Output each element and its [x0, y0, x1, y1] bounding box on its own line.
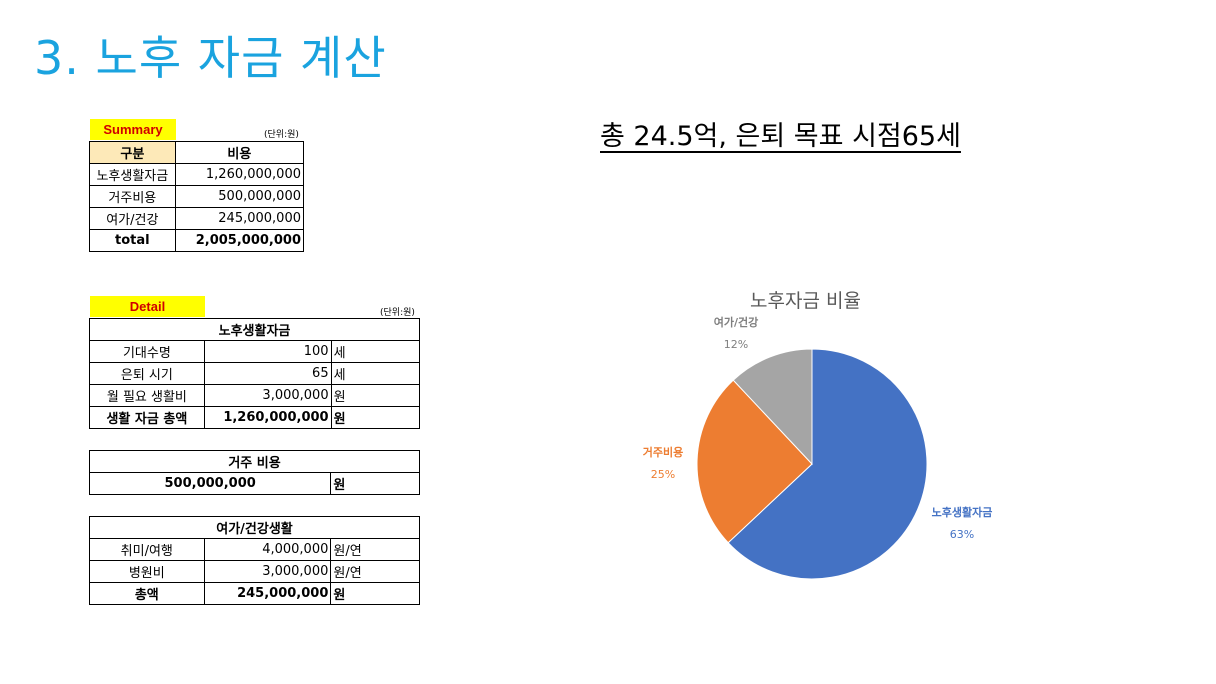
summary-total-value: 2,005,000,000	[174, 229, 305, 252]
living-total-value: 1,260,000,000	[203, 406, 332, 429]
leisure-unit: 원/연	[330, 560, 420, 583]
housing-value-row: 500,000,000 원	[88, 472, 420, 495]
summary-value: 1,260,000,000	[174, 163, 305, 186]
living-unit: 세	[330, 362, 421, 385]
table-row: 병원비 3,000,000 원/연	[89, 560, 420, 583]
summary-label: 여가/건강	[89, 207, 176, 230]
leisure-title: 여가/건강생활	[89, 516, 420, 539]
summary-total-label: total	[89, 229, 176, 252]
housing-unit: 원	[330, 472, 420, 495]
housing-title-row: 거주 비용	[89, 450, 420, 473]
leisure-label: 병원비	[89, 560, 205, 583]
table-row: 월 필요 생활비 3,000,000 원	[89, 384, 421, 407]
living-label: 은퇴 시기	[89, 362, 205, 385]
leisure-total-value: 245,000,000	[203, 582, 332, 605]
summary-tag: Summary	[90, 119, 176, 140]
summary-total-row: total 2,005,000,000	[89, 229, 305, 252]
pie-category-label: 여가/건강	[714, 315, 759, 329]
leisure-title-row: 여가/건강생활	[89, 516, 420, 539]
slide-title: 3. 노후 자금 계산	[34, 31, 387, 85]
headline: 총 24.5억, 은퇴 목표 시점65세	[600, 121, 961, 152]
housing-value: 500,000,000	[88, 472, 332, 495]
living-label: 기대수명	[89, 340, 205, 363]
leisure-total-row: 총액 245,000,000 원	[89, 582, 420, 605]
living-value: 65	[203, 362, 332, 385]
table-row: 노후생활자금 1,260,000,000	[89, 163, 305, 186]
living-cost-table: 노후생활자금 기대수명 100 세 은퇴 시기 65 세 월 필요 생활비 3,…	[89, 318, 421, 429]
living-value: 3,000,000	[203, 384, 332, 407]
living-total-row: 생활 자금 총액 1,260,000,000 원	[89, 406, 421, 429]
housing-title: 거주 비용	[89, 450, 420, 473]
table-row: 취미/여행 4,000,000 원/연	[89, 538, 420, 561]
leisure-value: 4,000,000	[203, 538, 332, 561]
detail-unit: (단위:원)	[380, 308, 415, 318]
pie-slice-1	[727, 348, 928, 580]
living-unit: 원	[330, 384, 421, 407]
pie-percent-label: 12%	[724, 338, 748, 351]
summary-table: 구분 비용 노후생활자금 1,260,000,000 거주비용 500,000,…	[89, 141, 305, 252]
housing-cost-table: 거주 비용 500,000,000 원	[88, 450, 420, 495]
leisure-unit: 원/연	[330, 538, 420, 561]
table-row: 은퇴 시기 65 세	[89, 362, 421, 385]
pie-category-label: 거주비용	[643, 445, 683, 459]
detail-tag: Detail	[90, 296, 205, 317]
summary-header-category: 구분	[89, 141, 176, 164]
summary-unit: (단위:원)	[264, 130, 299, 140]
living-value: 100	[203, 340, 332, 363]
living-label: 월 필요 생활비	[89, 384, 205, 407]
summary-value: 500,000,000	[174, 185, 305, 208]
living-total-unit: 원	[330, 406, 421, 429]
table-row: 여가/건강 245,000,000	[89, 207, 305, 230]
pie-slice-2	[696, 379, 813, 544]
pie-percent-label: 25%	[651, 468, 675, 481]
pie-slice-3	[732, 348, 813, 466]
summary-header-row: 구분 비용	[89, 141, 305, 164]
summary-header-cost: 비용	[174, 141, 305, 164]
living-unit: 세	[330, 340, 421, 363]
living-title: 노후생활자금	[89, 318, 420, 341]
leisure-cost-table: 여가/건강생활 취미/여행 4,000,000 원/연 병원비 3,000,00…	[89, 516, 420, 605]
living-total-label: 생활 자금 총액	[89, 406, 205, 429]
table-row: 거주비용 500,000,000	[89, 185, 305, 208]
summary-label: 노후생활자금	[89, 163, 176, 186]
summary-label: 거주비용	[89, 185, 176, 208]
leisure-total-label: 총액	[89, 582, 205, 605]
summary-value: 245,000,000	[174, 207, 305, 230]
leisure-label: 취미/여행	[89, 538, 205, 561]
leisure-value: 3,000,000	[203, 560, 332, 583]
table-row: 기대수명 100 세	[89, 340, 421, 363]
chart-title: 노후자금 비율	[750, 290, 861, 312]
living-title-row: 노후생활자금	[89, 318, 420, 341]
pie-category-label: 노후생활자금	[932, 505, 993, 519]
leisure-total-unit: 원	[330, 582, 420, 605]
pie-percent-label: 63%	[950, 528, 974, 541]
